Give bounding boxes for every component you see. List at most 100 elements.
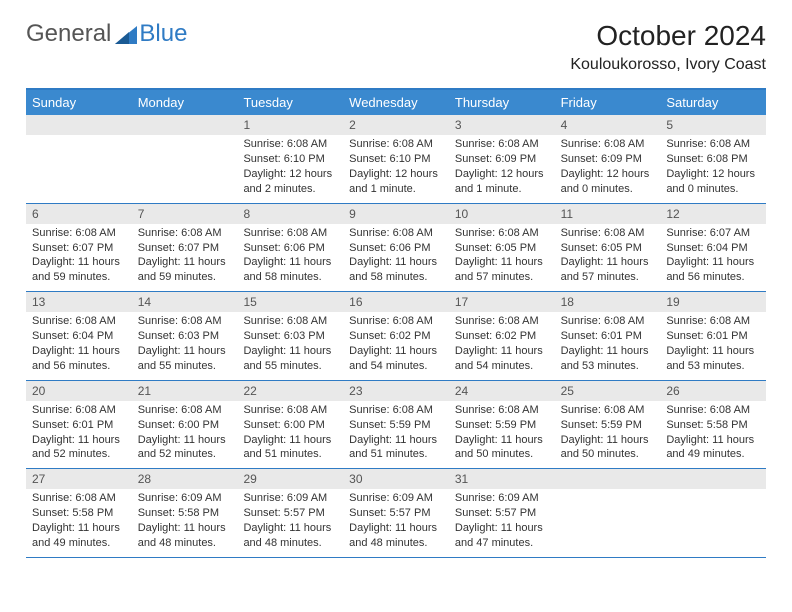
sunrise-text: Sunrise: 6:08 AM [455, 226, 549, 241]
sunrise-text: Sunrise: 6:08 AM [243, 403, 337, 418]
day-number: 24 [449, 381, 555, 401]
daylight-text: Daylight: 11 hours and 53 minutes. [666, 344, 760, 374]
sunrise-text: Sunrise: 6:08 AM [561, 137, 655, 152]
day-cell: 20Sunrise: 6:08 AMSunset: 6:01 PMDayligh… [26, 381, 132, 469]
daylight-text: Daylight: 12 hours and 1 minute. [349, 167, 443, 197]
sunset-text: Sunset: 5:59 PM [349, 418, 443, 433]
sunset-text: Sunset: 6:00 PM [138, 418, 232, 433]
day-body: Sunrise: 6:09 AMSunset: 5:57 PMDaylight:… [449, 489, 555, 556]
day-number: 11 [555, 204, 661, 224]
daylight-text: Daylight: 11 hours and 54 minutes. [349, 344, 443, 374]
daylight-text: Daylight: 11 hours and 51 minutes. [349, 433, 443, 463]
day-body [132, 135, 238, 143]
sunrise-text: Sunrise: 6:08 AM [666, 314, 760, 329]
day-number: 27 [26, 469, 132, 489]
daylight-text: Daylight: 11 hours and 49 minutes. [666, 433, 760, 463]
day-cell: 21Sunrise: 6:08 AMSunset: 6:00 PMDayligh… [132, 381, 238, 469]
sunset-text: Sunset: 6:09 PM [561, 152, 655, 167]
day-number: 15 [237, 292, 343, 312]
weekday-thu: Thursday [449, 90, 555, 115]
month-title: October 2024 [570, 20, 766, 52]
day-cell: 3Sunrise: 6:08 AMSunset: 6:09 PMDaylight… [449, 115, 555, 203]
sunrise-text: Sunrise: 6:08 AM [32, 314, 126, 329]
weekday-mon: Monday [132, 90, 238, 115]
sunset-text: Sunset: 6:01 PM [32, 418, 126, 433]
daylight-text: Daylight: 11 hours and 47 minutes. [455, 521, 549, 551]
day-cell: 30 Sunrise: 6:09 AMSunset: 5:57 PMDayligh… [343, 469, 449, 557]
day-number: 31 [449, 469, 555, 489]
day-cell: 23Sunrise: 6:08 AMSunset: 5:59 PMDayligh… [343, 381, 449, 469]
daylight-text: Daylight: 11 hours and 51 minutes. [243, 433, 337, 463]
daylight-text: Daylight: 11 hours and 48 minutes. [243, 521, 337, 551]
sunrise-text: Sunrise: 6:09 AM [138, 491, 232, 506]
day-cell: 26Sunrise: 6:08 AMSunset: 5:58 PMDayligh… [660, 381, 766, 469]
daylight-text: Daylight: 11 hours and 50 minutes. [455, 433, 549, 463]
day-number: 19 [660, 292, 766, 312]
day-number: 9 [343, 204, 449, 224]
day-body: Sunrise: 6:08 AMSunset: 5:59 PMDaylight:… [449, 401, 555, 468]
day-body: Sunrise: 6:08 AMSunset: 6:09 PMDaylight:… [449, 135, 555, 202]
sunset-text: Sunset: 5:57 PM [349, 506, 443, 521]
day-body: Sunrise: 6:08 AMSunset: 6:01 PMDaylight:… [26, 401, 132, 468]
sunset-text: Sunset: 6:00 PM [243, 418, 337, 433]
sunset-text: Sunset: 6:02 PM [349, 329, 443, 344]
day-body: Sunrise: 6:08 AMSunset: 6:08 PMDaylight:… [660, 135, 766, 202]
sunrise-text: Sunrise: 6:08 AM [666, 403, 760, 418]
day-number: 22 [237, 381, 343, 401]
logo: General Blue [26, 20, 187, 48]
weekday-sun: Sunday [26, 90, 132, 115]
day-body: Sunrise: 6:09 AMSunset: 5:58 PMDaylight:… [132, 489, 238, 556]
day-number: 17 [449, 292, 555, 312]
sunrise-text: Sunrise: 6:08 AM [243, 226, 337, 241]
sunrise-text: Sunrise: 6:08 AM [32, 226, 126, 241]
sunrise-text: Sunrise: 6:08 AM [138, 403, 232, 418]
weekday-wed: Wednesday [343, 90, 449, 115]
day-cell: 4Sunrise: 6:08 AMSunset: 6:09 PMDaylight… [555, 115, 661, 203]
logo-triangle-icon [115, 26, 137, 44]
day-number: 26 [660, 381, 766, 401]
daylight-text: Daylight: 11 hours and 54 minutes. [455, 344, 549, 374]
weekday-row: Sunday Monday Tuesday Wednesday Thursday… [26, 90, 766, 115]
week-row: 20Sunrise: 6:08 AMSunset: 6:01 PMDayligh… [26, 381, 766, 470]
sunset-text: Sunset: 5:58 PM [138, 506, 232, 521]
sunrise-text: Sunrise: 6:08 AM [561, 226, 655, 241]
daylight-text: Daylight: 11 hours and 58 minutes. [243, 255, 337, 285]
sunrise-text: Sunrise: 6:09 AM [455, 491, 549, 506]
sunset-text: Sunset: 6:05 PM [455, 241, 549, 256]
day-cell: 1Sunrise: 6:08 AMSunset: 6:10 PMDaylight… [237, 115, 343, 203]
day-number [660, 469, 766, 489]
day-body: Sunrise: 6:08 AMSunset: 5:59 PMDaylight:… [555, 401, 661, 468]
day-body: Sunrise: 6:08 AMSunset: 6:03 PMDaylight:… [132, 312, 238, 379]
day-body [26, 135, 132, 143]
day-cell: 29Sunrise: 6:09 AMSunset: 5:57 PMDayligh… [237, 469, 343, 557]
day-cell: 25Sunrise: 6:08 AMSunset: 5:59 PMDayligh… [555, 381, 661, 469]
sunrise-text: Sunrise: 6:08 AM [349, 226, 443, 241]
day-number: 7 [132, 204, 238, 224]
sunset-text: Sunset: 6:03 PM [138, 329, 232, 344]
day-body: Sunrise: 6:08 AMSunset: 6:10 PMDaylight:… [343, 135, 449, 202]
day-number: 25 [555, 381, 661, 401]
day-body: Sunrise: 6:08 AMSunset: 5:58 PMDaylight:… [660, 401, 766, 468]
day-body: Sunrise: 6:08 AMSunset: 6:02 PMDaylight:… [343, 312, 449, 379]
daylight-text: Daylight: 12 hours and 0 minutes. [561, 167, 655, 197]
day-cell: 11Sunrise: 6:08 AMSunset: 6:05 PMDayligh… [555, 204, 661, 292]
sunset-text: Sunset: 5:58 PM [32, 506, 126, 521]
day-number: 13 [26, 292, 132, 312]
daylight-text: Daylight: 11 hours and 48 minutes. [349, 521, 443, 551]
sunrise-text: Sunrise: 6:08 AM [243, 314, 337, 329]
sunrise-text: Sunrise: 6:09 AM [349, 491, 443, 506]
day-number: 8 [237, 204, 343, 224]
daylight-text: Daylight: 11 hours and 57 minutes. [455, 255, 549, 285]
sunset-text: Sunset: 6:01 PM [666, 329, 760, 344]
day-number: 30 [343, 469, 449, 489]
day-cell: 9Sunrise: 6:08 AMSunset: 6:06 PMDaylight… [343, 204, 449, 292]
sunset-text: Sunset: 6:10 PM [243, 152, 337, 167]
day-body [555, 489, 661, 497]
sunrise-text: Sunrise: 6:08 AM [455, 403, 549, 418]
sunrise-text: Sunrise: 6:08 AM [349, 314, 443, 329]
day-number: 10 [449, 204, 555, 224]
day-body: Sunrise: 6:08 AMSunset: 6:07 PMDaylight:… [26, 224, 132, 291]
day-cell: 18Sunrise: 6:08 AMSunset: 6:01 PMDayligh… [555, 292, 661, 380]
day-body: Sunrise: 6:08 AMSunset: 6:09 PMDaylight:… [555, 135, 661, 202]
sunrise-text: Sunrise: 6:08 AM [561, 314, 655, 329]
